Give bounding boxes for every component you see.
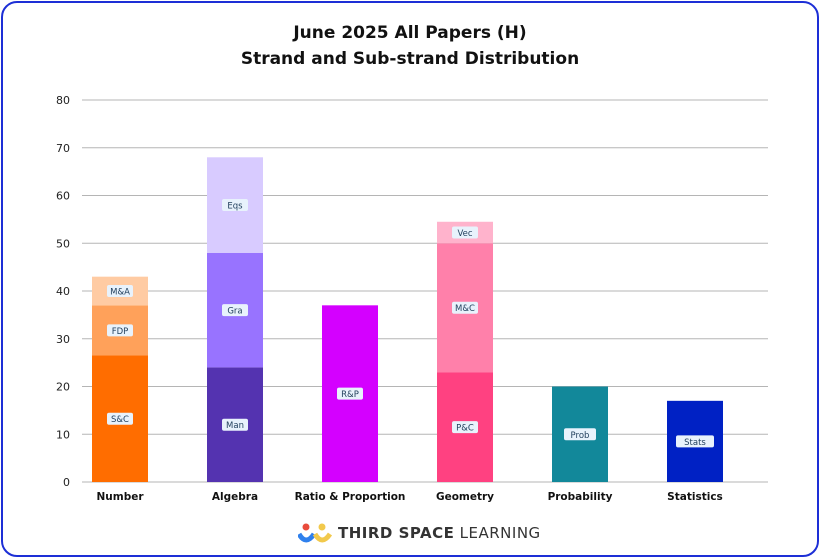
segment-label: FDP	[112, 327, 129, 337]
segment-label-bg	[452, 421, 478, 434]
segment-label: Eqs	[227, 202, 243, 212]
x-tick-label: Algebra	[212, 491, 258, 503]
x-tick-label: Statistics	[667, 491, 723, 503]
segment-label: Man	[226, 421, 244, 431]
segment-label-bg	[564, 428, 596, 441]
segment-label-bg	[452, 226, 478, 239]
title-line-2: Strand and Sub-strand Distribution	[240, 49, 580, 69]
y-tick-label: 80	[56, 94, 70, 107]
x-tick-label: Ratio & Proportion	[295, 491, 406, 503]
segment-label: Vec	[457, 229, 472, 239]
chart-title: June 2025 All Papers (H) Strand and Sub-…	[0, 20, 820, 72]
segment-label-bg	[107, 412, 133, 425]
segment-label-bg	[222, 418, 248, 431]
y-tick-label: 60	[56, 190, 70, 203]
y-tick-label: 50	[56, 237, 70, 250]
segment-label: Gra	[227, 307, 242, 317]
segment-label-bg	[452, 301, 478, 314]
third-space-learning-logo: THIRD SPACE LEARNING	[298, 522, 541, 544]
x-tick-label: Probability	[548, 491, 613, 503]
y-tick-label: 40	[56, 285, 70, 298]
logo-text-light: LEARNING	[459, 524, 541, 542]
title-line-1: June 2025 All Papers (H)	[293, 23, 527, 43]
segment-label: Prob	[571, 431, 590, 441]
segment-label: M&C	[455, 304, 475, 314]
y-tick-label: 0	[63, 476, 70, 489]
x-tick-label: Number	[96, 491, 144, 503]
stacked-bar-chart: 0 10 20 30 40 50 60 70 80 Number S&C FDP M&A Algebra M…	[56, 94, 768, 503]
y-tick-label: 10	[56, 428, 70, 441]
segment-label-bg	[107, 324, 133, 337]
segment-label: R&P	[341, 390, 359, 400]
segment-label: Stats	[684, 438, 706, 448]
segment-label-bg	[222, 304, 248, 317]
y-tick-label: 30	[56, 333, 70, 346]
x-tick-label: Geometry	[436, 491, 494, 503]
segment-label: S&C	[111, 415, 129, 425]
logo-icon	[298, 523, 332, 543]
y-tick-label: 20	[56, 381, 70, 394]
segment-label-bg	[676, 435, 714, 448]
y-tick-label: 70	[56, 142, 70, 155]
segment-label-bg	[222, 199, 248, 212]
logo-text-bold: THIRD SPACE	[338, 524, 455, 542]
segment-label: M&A	[110, 288, 130, 298]
segment-label-bg	[337, 387, 363, 400]
segment-label-bg	[107, 285, 133, 297]
segment-label: P&C	[456, 424, 474, 434]
